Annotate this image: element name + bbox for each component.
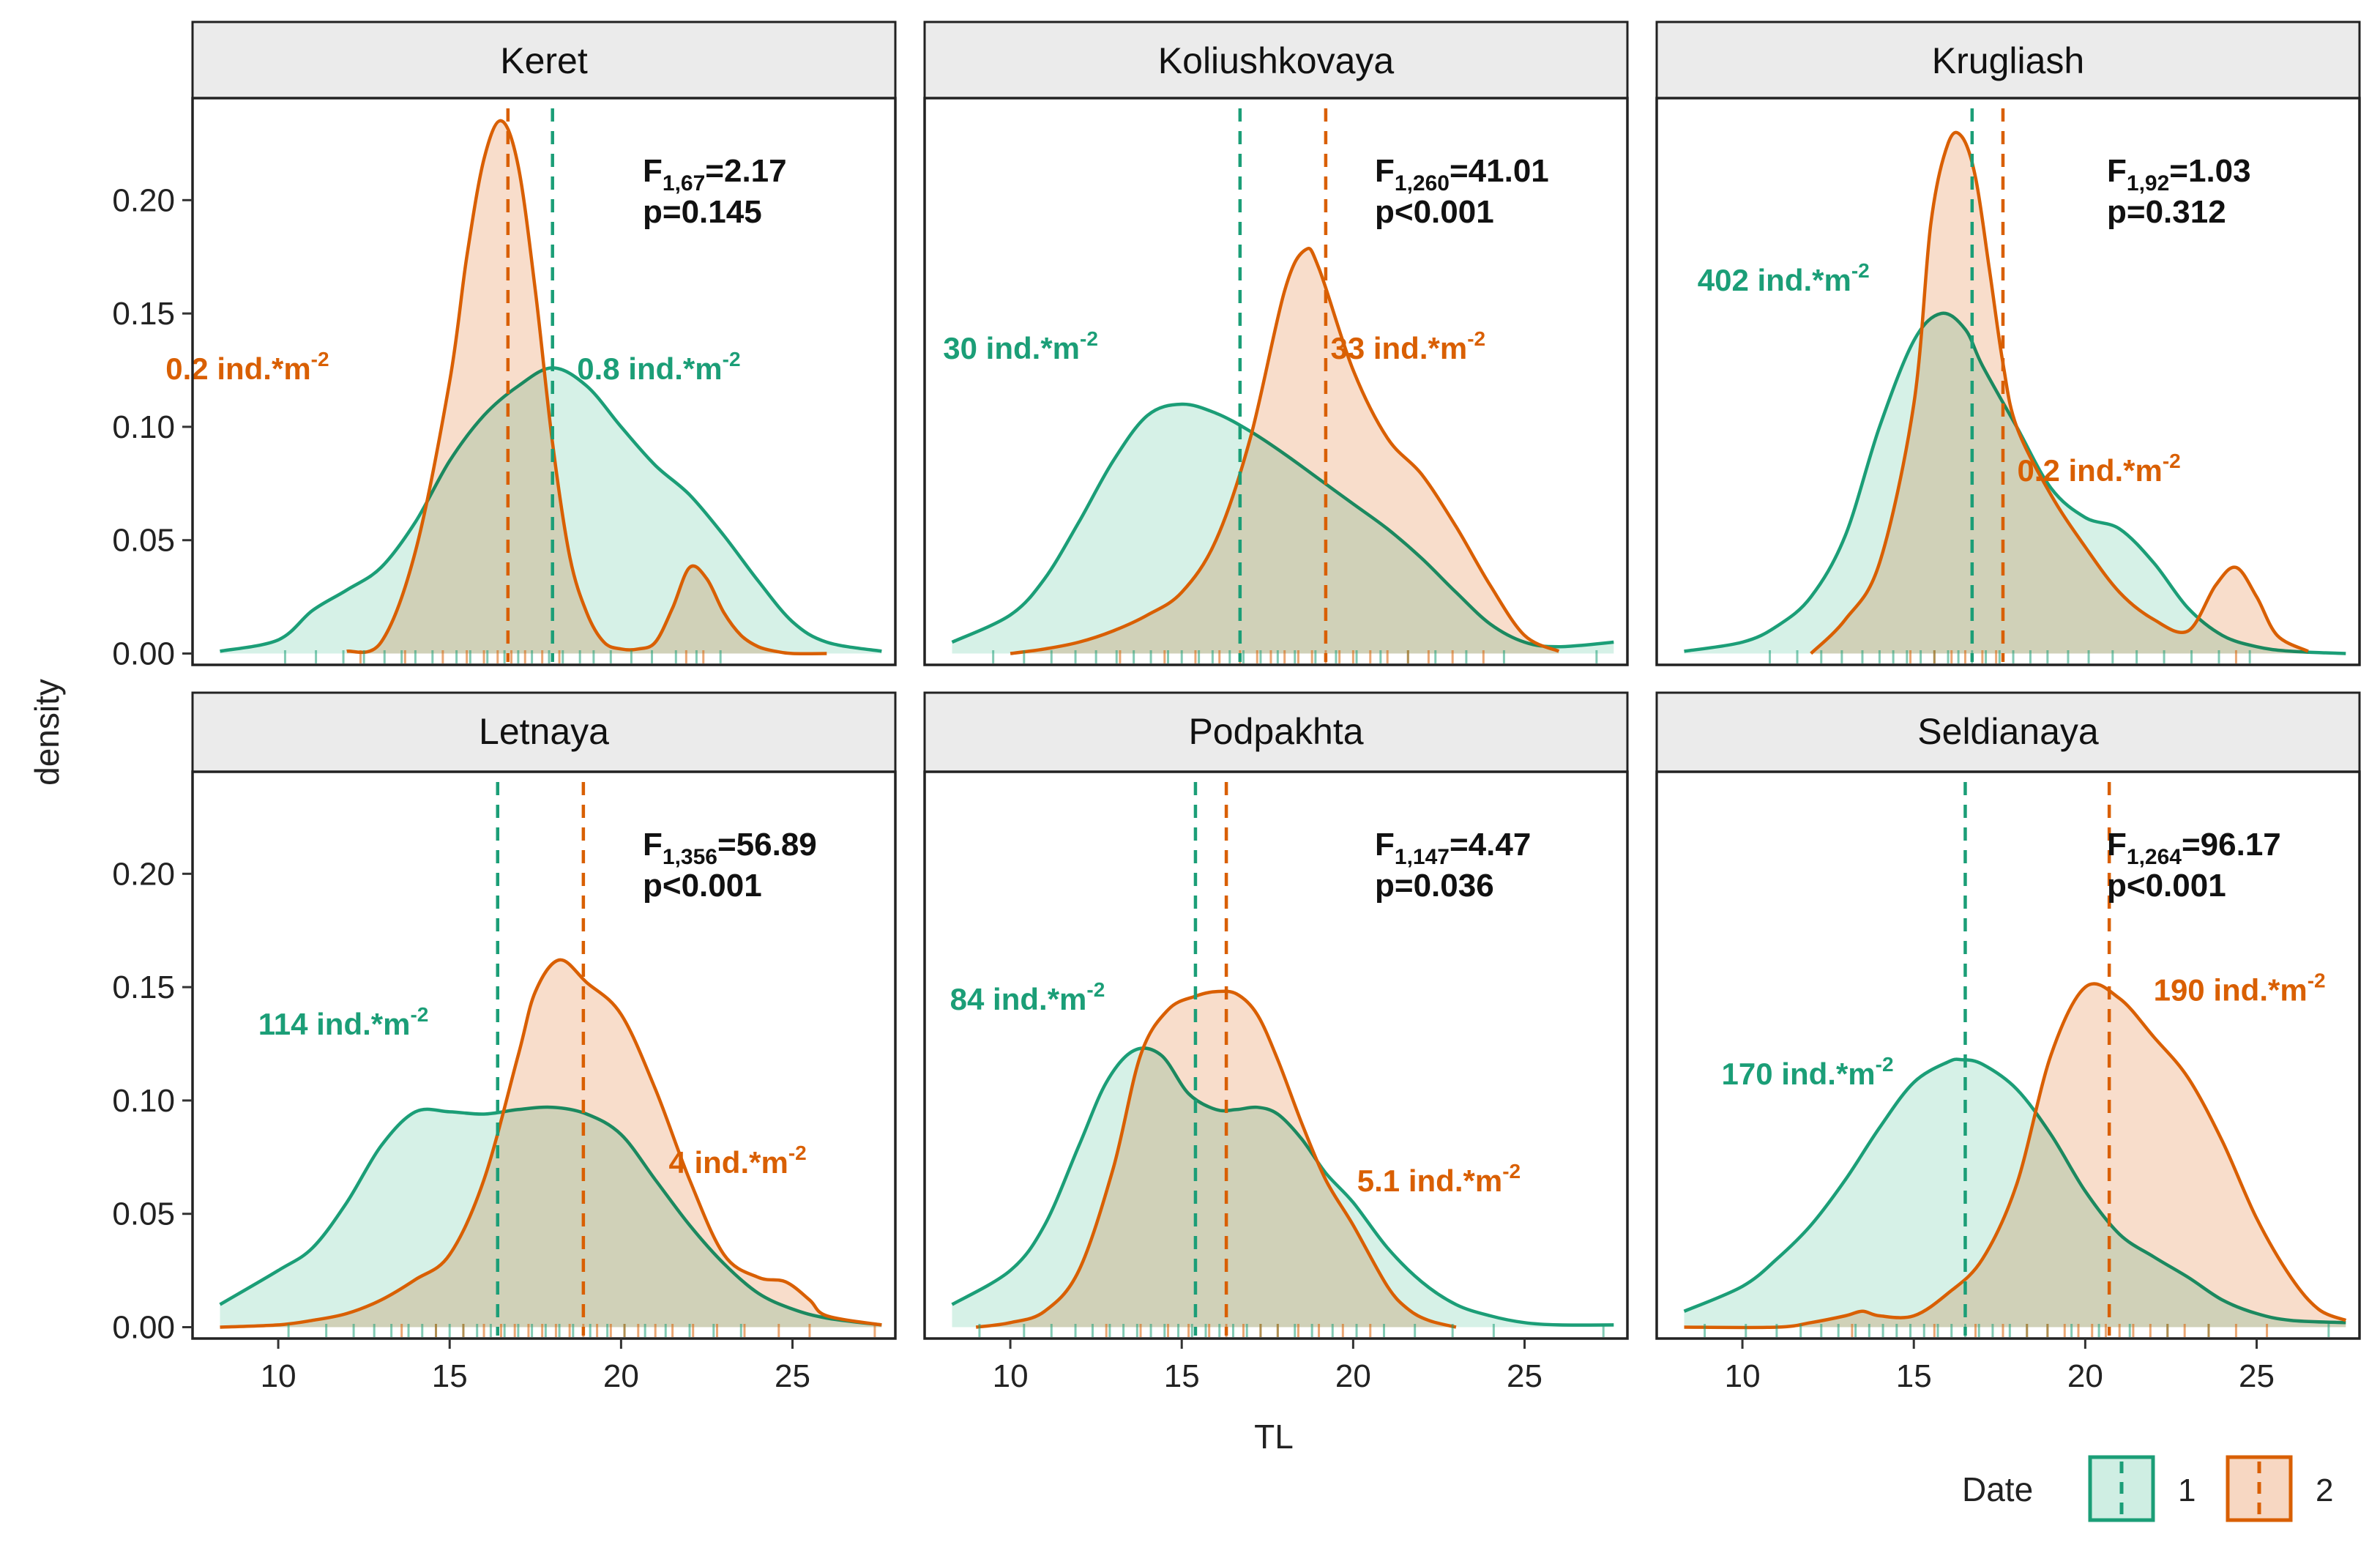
strip-label: Keret	[500, 40, 588, 81]
panel-border	[191, 97, 897, 666]
y-tick-label: 0.20	[112, 182, 175, 218]
x-tick-label: 25	[775, 1358, 810, 1394]
facet-krugliash: Krugliash F1,92=1.03p=0.312 402 ind.*m-2 0.…	[1655, 21, 2361, 666]
density-area-date2	[1010, 248, 1559, 654]
stat-f-label: F1,67=2.17	[643, 153, 787, 196]
panel-border	[923, 97, 1629, 666]
x-axis-label: TL	[1254, 1418, 1294, 1456]
x-tick-label: 15	[432, 1358, 468, 1394]
density-label: 30 ind.*m-2	[943, 327, 1098, 365]
y-tick-label: 0.10	[112, 409, 175, 445]
strip-label: Seldianaya	[1917, 711, 2099, 752]
legend-title: Date	[1962, 1470, 2033, 1508]
x-tick-label: 15	[1896, 1358, 1932, 1394]
x-tick-label: 10	[1725, 1358, 1761, 1394]
density-line-date2	[975, 989, 1457, 1329]
density-label: 402 ind.*m-2	[1698, 259, 1870, 297]
strip-background	[191, 21, 897, 100]
strip-label: Podpakhta	[1188, 711, 1363, 752]
density-area-date2	[220, 959, 882, 1328]
y-axis-label: density	[28, 679, 66, 786]
density-area-date2	[346, 120, 827, 654]
facet-seldianaya: Seldianaya F1,264=96.17p<0.001 170 ind.*m-…	[1655, 691, 2361, 1394]
density-label: 190 ind.*m-2	[2154, 969, 2326, 1008]
density-label: 84 ind.*m-2	[950, 978, 1105, 1016]
density-line-date2	[1684, 982, 2347, 1330]
panel-border	[1655, 97, 2361, 666]
stat-p-label: p=0.145	[643, 194, 762, 230]
x-tick-label: 15	[1164, 1358, 1200, 1394]
y-tick-label: 0.15	[112, 296, 175, 332]
stat-f-label: F1,92=1.03	[2107, 153, 2251, 196]
facet-panels: Keret F1,67=2.17p=0.145 0.2 ind.*m-2 0.8 in…	[112, 21, 2361, 1394]
stat-p-label: p=0.036	[1375, 868, 1494, 904]
stat-f-label: F1,260=41.01	[1375, 153, 1549, 196]
density-label: 4 ind.*m-2	[668, 1142, 806, 1180]
stat-f-label: F1,356=56.89	[643, 827, 817, 869]
strip-background	[1655, 691, 2361, 773]
strip-label: Krugliash	[1932, 40, 2084, 81]
density-label: 5.1 ind.*m-2	[1357, 1160, 1521, 1198]
y-tick-label: 0.20	[112, 856, 175, 892]
x-tick-label: 10	[261, 1358, 296, 1394]
panel-border	[191, 770, 897, 1340]
y-tick-label: 0.15	[112, 969, 175, 1005]
y-tick-label: 0.10	[112, 1083, 175, 1119]
x-tick-label: 20	[603, 1358, 639, 1394]
legend-label-date2: 2	[2316, 1473, 2333, 1508]
facet-koliushkovaya: Koliushkovaya F1,260=41.01p<0.001 30 ind.*…	[923, 21, 1629, 666]
y-tick-label: 0.00	[112, 636, 175, 672]
stat-p-label: p<0.001	[2107, 868, 2226, 904]
facet-letnaya: Letnaya F1,356=56.89p<0.001 114 ind.*m-2 4 …	[112, 691, 897, 1394]
density-line-date2	[1010, 247, 1560, 655]
density-label: 0.2 ind.*m-2	[2017, 450, 2180, 488]
density-area-date2	[976, 991, 1456, 1328]
facet-keret: Keret F1,67=2.17p=0.145 0.2 ind.*m-2 0.8 in…	[112, 21, 897, 672]
stat-p-label: p<0.001	[643, 868, 762, 904]
density-line-date2	[346, 119, 827, 655]
density-label: 33 ind.*m-2	[1330, 327, 1485, 365]
density-label: 0.2 ind.*m-2	[165, 348, 329, 386]
x-tick-label: 20	[2067, 1358, 2103, 1394]
stat-p-label: p<0.001	[1375, 194, 1494, 230]
stat-f-label: F1,264=96.17	[2107, 827, 2281, 869]
legend-label-date1: 1	[2178, 1473, 2196, 1508]
strip-label: Letnaya	[479, 711, 609, 752]
y-tick-label: 0.05	[112, 523, 175, 559]
y-tick-label: 0.00	[112, 1310, 175, 1346]
x-tick-label: 20	[1335, 1358, 1371, 1394]
density-line-date2	[220, 958, 882, 1329]
y-tick-label: 0.05	[112, 1196, 175, 1232]
stat-p-label: p=0.312	[2107, 194, 2226, 230]
x-tick-label: 25	[2239, 1358, 2275, 1394]
density-label: 170 ind.*m-2	[1722, 1053, 1894, 1091]
strip-background	[191, 691, 897, 773]
strip-background	[1655, 21, 2361, 100]
density-area-date2	[1810, 132, 2308, 654]
legend: Date 1 2	[1962, 1455, 2333, 1522]
density-label: 0.8 ind.*m-2	[577, 348, 740, 386]
density-label: 114 ind.*m-2	[258, 1003, 429, 1041]
panel-border	[923, 770, 1629, 1340]
strip-background	[923, 691, 1629, 773]
facet-podpakhta: Podpakhta F1,147=4.47p=0.036 84 ind.*m-2 5.…	[923, 691, 1629, 1394]
panel-border	[1655, 770, 2361, 1340]
x-tick-label: 25	[1507, 1358, 1542, 1394]
stat-f-label: F1,147=4.47	[1375, 827, 1531, 869]
strip-label: Koliushkovaya	[1158, 40, 1395, 81]
x-tick-label: 10	[993, 1358, 1029, 1394]
